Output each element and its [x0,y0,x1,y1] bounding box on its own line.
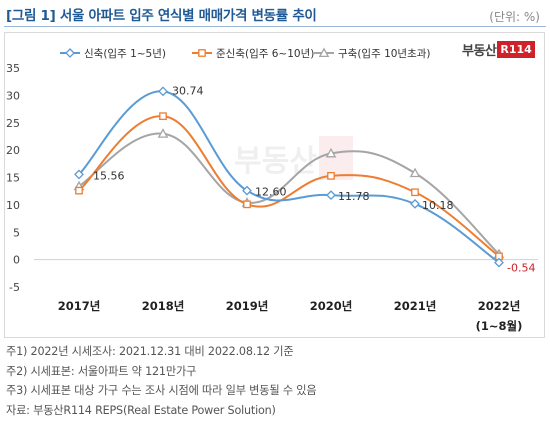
chart-frame [4,32,545,338]
data-point [410,198,420,209]
data-point [242,185,252,196]
y-tick-label: 10 [6,199,20,212]
series-2 [75,112,503,261]
data-point [158,86,168,97]
data-point [157,128,169,138]
y-tick-label: 20 [6,144,20,157]
y-tick-label: 0 [13,254,20,267]
logo-badge: R114 [497,41,535,58]
y-tick-label: -5 [9,281,20,294]
footnote-1: 주1) 2022년 시세조사: 2021.12.31 대비 2022.08.12… [6,345,294,358]
x-tick-label: 2021년 [394,299,437,313]
x-tick-label: 2019년 [226,299,269,313]
y-tick-label: 15 [6,172,20,185]
x-tick-label: 2022년 [478,299,521,313]
series-1 [74,86,504,268]
series-line [78,115,500,258]
watermark-logo: 부동산 [234,130,374,186]
data-point [159,112,167,121]
legend-label: 신축(입주 1~5년) [84,47,166,60]
footnote-2: 주2) 시세표본: 서울아파트 약 121만가구 [6,364,197,378]
x-tick-sublabel: (1~8월) [476,319,523,333]
legend-item: 구축(입주 10년초과) [314,47,431,60]
footnotes: 주1) 2022년 시세조사: 2021.12.31 대비 2022.08.12… [6,342,317,420]
title-divider [4,26,546,27]
legend-item: 준신축(입주 6~10년) [192,47,314,60]
x-tick-label: 2020년 [310,299,353,313]
legend-swatch-marker [318,47,330,58]
data-point [243,200,251,209]
y-tick-label: 5 [13,226,20,239]
data-point [326,190,336,201]
y-tick-label: 35 [6,62,20,75]
series-line [78,90,500,264]
data-point [325,147,337,158]
data-point [411,188,419,197]
data-label: -0.54 [507,262,535,275]
data-label: 15.56 [93,169,125,182]
legend-item: 신축(입주 1~5년) [60,47,166,60]
legend: 신축(입주 1~5년) 준신축(입주 6~10년) 구축(입주 10년초과) [60,47,431,60]
data-label: 10.18 [422,199,454,212]
axis-layer: -5 0 5 10 15 20 25 30 35 2017년 2018년 2019년 2020년 2021… [6,62,538,333]
legend-label: 준신축(입주 6~10년) [216,47,314,60]
series-layer [73,86,505,268]
brand-logo: 부동산 R114 [462,40,535,59]
data-label: 30.74 [172,84,204,97]
legend-swatch-marker [65,48,75,58]
series-3 [73,128,505,259]
watermark-badge [318,136,353,180]
data-point [75,186,83,195]
chart-title: [그림 1] 서울 아파트 입주 연식별 매매가격 변동률 추이 [6,8,317,24]
data-point [494,257,504,268]
line-chart: -5 0 5 10 15 20 25 30 35 2017년 2018년 2019년 2020년 2021… [6,47,538,333]
data-point [327,172,335,180]
watermark-text: 부동산 [234,144,317,179]
x-tick-label: 2018년 [142,299,185,313]
y-tick-label: 30 [6,89,20,102]
x-tick-label: 2017년 [58,299,101,313]
source-note: 자료: 부동산R114 REPS(Real Estate Power Solut… [6,403,276,417]
data-label: 12.60 [255,186,287,199]
series-line [78,132,500,255]
y-tick-label: 25 [6,117,20,130]
data-point [74,169,84,180]
data-label: 11.78 [338,190,370,203]
logo-text: 부동산 [462,44,497,59]
data-point [409,167,421,178]
legend-swatch-marker [198,49,206,57]
unit-label: (단위: %) [489,10,540,24]
data-label-layer: 15.56 30.74 12.60 11.78 10.18 -0.54 [93,84,535,274]
footnote-3: 주3) 시세표본 대상 가구 수는 조사 시점에 따라 일부 변동될 수 있음 [6,384,317,397]
legend-label: 구축(입주 10년초과) [338,47,431,60]
